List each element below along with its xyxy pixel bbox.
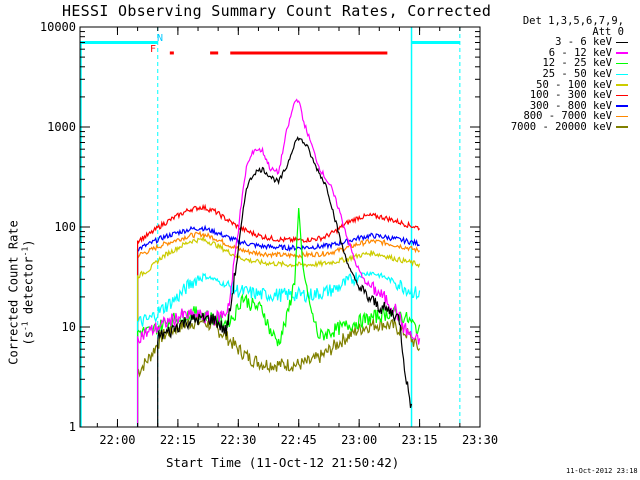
y-axis-label: Corrected Count Rate (s-1 detector-1) [7, 218, 36, 368]
y-axis-label-sup-1: -1 [20, 321, 30, 332]
legend-swatch-0 [616, 41, 628, 44]
legend-entry-8: 7000 - 20000 keV [488, 122, 628, 133]
legend: Det 1,3,5,6,7,9, Att 0 3 - 6 keV 6 - 12 k… [488, 16, 628, 133]
x-tick-label-6: 23:30 [462, 433, 498, 447]
legend-swatch-3 [616, 73, 628, 76]
legend-entry-2: 12 - 25 keV [488, 58, 628, 69]
series-line-3 [137, 270, 421, 427]
y-tick-label-3: 1000 [47, 120, 76, 134]
series-line-8 [137, 315, 421, 427]
legend-entry-label-6: 300 - 800 keV [529, 99, 612, 112]
legend-swatch-8 [616, 126, 628, 128]
chart-title: HESSI Observing Summary Count Rates, Cor… [62, 2, 492, 20]
legend-entry-5: 100 - 300 keV [488, 90, 628, 101]
x-axis-label: Start Time (11-Oct-12 21:50:42) [166, 455, 400, 470]
legend-entry-3: 25 - 50 keV [488, 69, 628, 80]
legend-header-line-2: Att 0 [592, 25, 624, 38]
legend-entry-label-4: 50 - 100 keV [536, 78, 612, 91]
legend-entry-label-0: 3 - 6 keV [555, 36, 612, 49]
series-line-5 [137, 203, 421, 427]
x-tick-label-0: 22:00 [99, 433, 135, 447]
legend-header-line-1: Det 1,3,5,6,7,9, [522, 15, 624, 27]
series-line-4 [137, 235, 421, 427]
x-tick-label-1: 22:15 [160, 433, 196, 447]
legend-entry-4: 50 - 100 keV [488, 78, 628, 91]
legend-entries: 3 - 6 keV 6 - 12 keV 12 - 25 keV 25 - 50 ke… [488, 37, 628, 132]
legend-swatch-2 [616, 62, 628, 65]
series-line-6 [137, 224, 420, 427]
series-line-2 [137, 207, 421, 427]
night-marker-label: N [157, 33, 163, 44]
x-tick-label-5: 23:15 [402, 433, 438, 447]
legend-entry-label-8: 7000 - 20000 keV [510, 120, 612, 133]
legend-entry-label-1: 6 - 12 keV [548, 46, 612, 59]
series-line-1 [137, 98, 421, 427]
y-axis-label-end: ) [21, 239, 36, 247]
x-tick-label-3: 22:45 [281, 433, 317, 447]
y-tick-label-2: 100 [54, 220, 76, 234]
legend-entry-0: 3 - 6 keV [488, 37, 628, 48]
legend-entry-1: 6 - 12 keV [488, 48, 628, 59]
x-tick-label-4: 23:00 [341, 433, 377, 447]
y-axis-label-mid: detector [21, 256, 36, 322]
plot-frame [79, 26, 481, 428]
legend-swatch-6 [616, 105, 628, 107]
legend-entry-label-5: 100 - 300 keV [529, 89, 612, 102]
series-lines [137, 98, 421, 427]
legend-entry-label-3: 25 - 50 keV [542, 67, 612, 80]
legend-entry-label-7: 800 - 7000 keV [523, 110, 612, 123]
y-tick-label-1: 10 [62, 320, 76, 334]
legend-swatch-7 [616, 115, 628, 118]
x-tick-label-2: 22:30 [220, 433, 256, 447]
legend-entry-6: 300 - 800 keV [488, 101, 628, 112]
y-axis-label-sup-2: -1 [20, 246, 30, 257]
legend-swatch-4 [616, 84, 628, 86]
y-tick-label-0: 1 [69, 420, 76, 434]
series-line-7 [137, 230, 421, 427]
flare-marker-label: F [150, 44, 156, 55]
timestamp: 11-Oct-2012 23:18 [566, 467, 638, 475]
legend-swatch-5 [616, 94, 628, 97]
legend-swatch-1 [616, 52, 628, 54]
y-tick-label-4: 10000 [40, 20, 76, 34]
axis-ticks: 22:00 22:15 22:30 22:45 23:00 23:15 23:30 1 10 10… [40, 20, 498, 447]
legend-entry-7: 800 - 7000 keV [488, 111, 628, 122]
legend-entry-label-2: 12 - 25 keV [542, 57, 612, 70]
series-line-0 [157, 135, 413, 427]
